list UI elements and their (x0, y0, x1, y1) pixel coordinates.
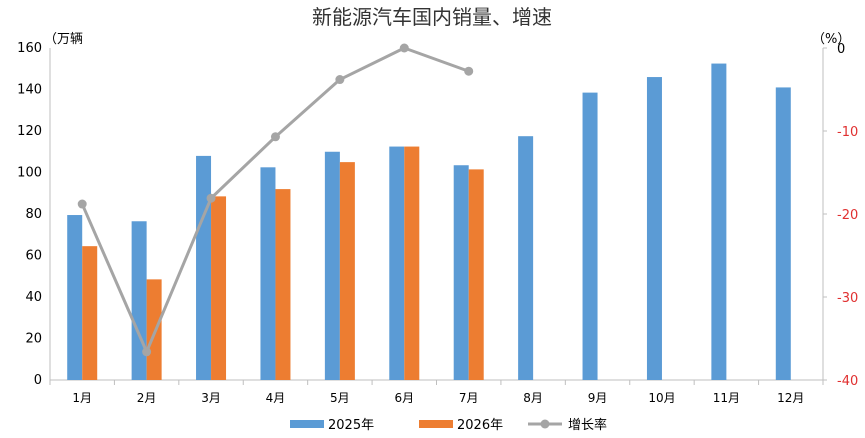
bar-2025年-2月 (131, 221, 147, 380)
bar-2025年-3月 (196, 155, 212, 380)
legend-label-2025年: 2025年 (328, 418, 374, 433)
x-tick-label: 4月 (266, 391, 286, 405)
bar-2025年-7月 (453, 165, 469, 380)
bar-2026年-4月 (275, 189, 291, 380)
growth-rate-point (77, 199, 87, 209)
axes: 0 20 40 60 80 100 120 140 160 0 -10 -20 -30 -40 1月 2月 3月… (17, 41, 858, 405)
growth-rate-point (335, 75, 345, 85)
legend-swatch-2025年 (290, 420, 324, 428)
x-tick-label: 2月 (137, 391, 157, 405)
left-tick-label: 40 (25, 290, 42, 305)
bar-2026年-5月 (339, 162, 355, 380)
x-tick-label: 10月 (648, 391, 675, 405)
bar-2025年-11月 (711, 63, 727, 380)
x-tick-label: 11月 (713, 391, 740, 405)
right-tick-label: -40 (837, 374, 858, 389)
legend-label-2026年: 2026年 (457, 418, 503, 433)
left-tick-label: 160 (17, 41, 42, 56)
bar-2026年-7月 (468, 169, 484, 380)
left-axis-unit: （万辆 (44, 32, 83, 47)
x-tick-label: 5月 (330, 391, 350, 405)
legend-label-增长率: 增长率 (568, 417, 607, 433)
left-tick-label: 80 (25, 207, 42, 222)
legend-swatch-marker (540, 419, 550, 429)
bar-2025年-4月 (260, 167, 276, 380)
bar-2025年-6月 (389, 146, 405, 380)
growth-rate-point (206, 193, 216, 203)
x-tick-label: 1月 (72, 391, 92, 405)
growth-rate-point (464, 66, 474, 76)
growth-rate-point (399, 43, 409, 53)
left-tick-label: 60 (25, 249, 42, 264)
bar-2026年-2月 (146, 279, 162, 380)
chart-title: 新能源汽车国内销量、增速 (312, 5, 552, 29)
right-axis-unit: （%） (812, 32, 850, 47)
left-tick-label: 20 (25, 332, 42, 347)
x-tick-label: 12月 (777, 391, 804, 405)
legend: 2025年 2026年 增长率 (290, 417, 607, 433)
legend-swatch-2026年 (419, 420, 453, 428)
bar-2025年-5月 (324, 151, 340, 380)
right-tick-label: 0 (837, 42, 845, 57)
x-tick-label: 3月 (201, 391, 221, 405)
right-tick-label: -30 (837, 291, 858, 306)
x-tick-label: 6月 (394, 391, 414, 405)
bar-2025年-8月 (518, 136, 534, 380)
right-tick-label: -20 (837, 208, 858, 223)
growth-rate-point (142, 347, 152, 357)
bar-2026年-3月 (211, 196, 227, 380)
x-tick-label: 8月 (523, 391, 543, 405)
bar-2026年-6月 (404, 146, 420, 380)
bars (67, 63, 791, 381)
growth-line (77, 43, 474, 357)
bar-2026年-1月 (82, 246, 98, 380)
left-tick-label: 0 (34, 373, 42, 388)
left-tick-label: 120 (17, 124, 42, 139)
x-tick-label: 9月 (588, 391, 608, 405)
bar-2025年-10月 (646, 77, 662, 381)
bar-2025年-1月 (67, 215, 83, 380)
x-tick-label: 7月 (459, 391, 479, 405)
bar-2025年-12月 (775, 87, 791, 381)
left-tick-label: 100 (17, 166, 42, 181)
right-tick-label: -10 (837, 125, 858, 140)
growth-rate-point (270, 132, 280, 142)
bar-2025年-9月 (582, 92, 598, 381)
left-tick-label: 140 (17, 83, 42, 98)
